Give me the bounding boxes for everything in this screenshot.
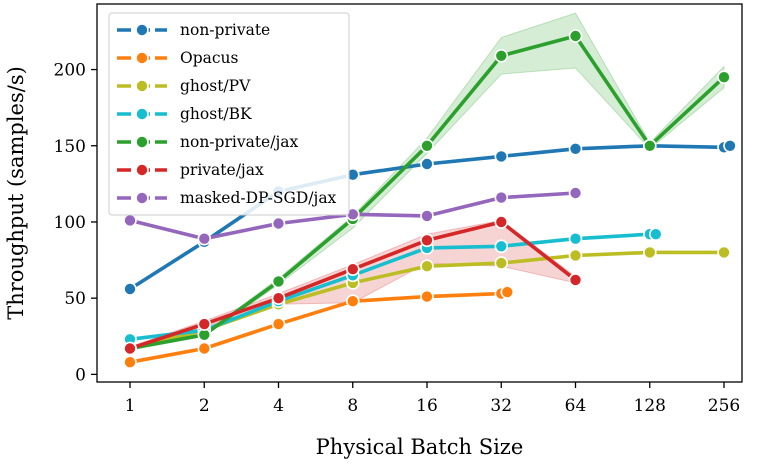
point-non-private-jax-32 [494, 48, 509, 63]
y-axis-ticks: 0 50 100 150 200 [54, 61, 97, 385]
y-axis-title: Throughput (samples/s) [4, 66, 28, 320]
point-non-private-32 [494, 149, 509, 164]
legend-marker-non-private-jax [135, 135, 149, 149]
legend-label-non-private-jax: non-private/jax [180, 133, 298, 151]
point-ghost-pv-32 [494, 256, 509, 270]
y-tick-label-50: 50 [64, 289, 86, 309]
point-ghost-bk-64 [568, 231, 583, 246]
end-point-ghost-bk [648, 227, 663, 241]
point-masked-dp-sgd-jax-2 [197, 231, 212, 246]
legend: non-private Opacus ghost/PV ghost/BK non-pri… [108, 12, 350, 216]
legend-box [108, 12, 350, 216]
legend-marker-ghost-bk [135, 107, 149, 121]
point-non-private-jax-4 [271, 274, 286, 289]
point-non-private-1 [123, 282, 137, 296]
point-masked-dp-sgd-jax-32 [494, 190, 509, 205]
x-tick-label-64: 64 [565, 396, 587, 416]
point-opacus-4 [271, 317, 286, 331]
x-tick-label-1: 1 [125, 396, 136, 416]
point-opacus-8 [345, 294, 360, 309]
y-tick-label-150: 150 [54, 137, 86, 157]
x-tick-label-32: 32 [490, 396, 512, 416]
point-private-jax-1 [123, 341, 137, 356]
legend-label-ghost-pv: ghost/PV [180, 77, 251, 95]
x-tick-label-4: 4 [273, 396, 284, 416]
point-masked-dp-sgd-jax-64 [568, 186, 583, 200]
point-ghost-bk-32 [494, 239, 509, 254]
line-opacus [128, 291, 504, 365]
legend-label-private-jax: private/jax [180, 161, 264, 179]
point-ghost-pv-256 [717, 245, 731, 260]
y-tick-label-0: 0 [75, 365, 86, 385]
legend-marker-private-jax [135, 163, 149, 177]
legend-marker-ghost-pv [135, 79, 149, 93]
legend-label-masked-dp-sgd-jax: masked-DP-SGD/jax [180, 189, 337, 207]
point-non-private-jax-128 [642, 139, 657, 153]
point-ghost-pv-128 [642, 245, 657, 260]
legend-marker-non-private [135, 23, 149, 37]
legend-marker-masked-dp-sgd-jax [135, 191, 149, 205]
point-non-private-jax-16 [420, 139, 434, 153]
point-masked-dp-sgd-jax-4 [271, 216, 286, 231]
point-opacus-16 [420, 289, 434, 304]
point-non-private-64 [568, 142, 583, 156]
x-axis-title: Physical Batch Size [316, 435, 524, 459]
y-tick-label-200: 200 [54, 61, 86, 81]
legend-marker-opacus [135, 51, 149, 65]
point-ghost-pv-16 [420, 259, 434, 274]
x-tick-label-2: 2 [199, 396, 210, 416]
x-tick-label-256: 256 [708, 396, 740, 416]
point-non-private-jax-64 [568, 29, 583, 43]
plot-frame [96, 3, 743, 383]
end-point-non-private [723, 139, 737, 153]
legend-label-ghost-bk: ghost/BK [180, 105, 252, 123]
point-private-jax-64 [568, 273, 583, 287]
point-private-jax-16 [420, 233, 434, 248]
point-opacus-2 [197, 341, 212, 356]
x-tick-label-128: 128 [634, 396, 666, 416]
point-opacus-1 [123, 355, 137, 370]
series-markers [123, 29, 737, 370]
legend-label-non-private: non-private [180, 21, 270, 39]
point-private-jax-2 [197, 317, 212, 331]
end-point-opacus [500, 285, 515, 299]
point-private-jax-4 [271, 291, 286, 306]
y-tick-label-100: 100 [54, 213, 86, 233]
x-axis-ticks: 1 2 4 8 16 32 64 128 256 [125, 382, 740, 416]
x-tick-label-16: 16 [416, 396, 438, 416]
point-private-jax-8 [345, 262, 360, 277]
point-private-jax-32 [494, 215, 509, 229]
point-non-private-jax-256 [717, 70, 731, 84]
x-tick-label-8: 8 [347, 396, 358, 416]
point-ghost-pv-64 [568, 248, 583, 263]
point-masked-dp-sgd-jax-16 [420, 209, 434, 223]
legend-label-opacus: Opacus [180, 49, 239, 67]
point-masked-dp-sgd-jax-1 [123, 213, 137, 228]
point-non-private-16 [420, 157, 434, 171]
